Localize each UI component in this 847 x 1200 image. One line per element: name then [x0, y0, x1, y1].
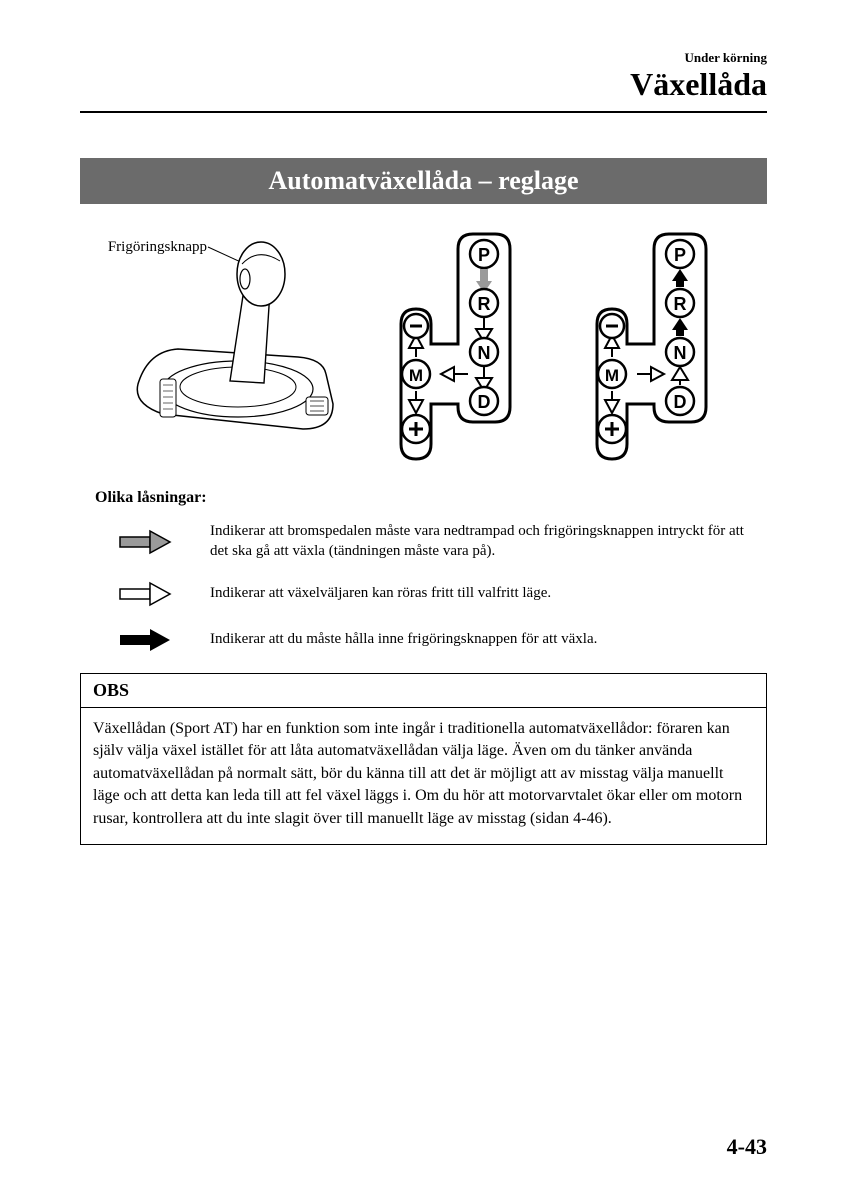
header-title: Växellåda [80, 66, 767, 103]
svg-text:D: D [674, 392, 687, 412]
lock-row-black: Indikerar att du måste hålla inne frigör… [80, 627, 767, 653]
header-section: Under körning [80, 50, 767, 66]
lock-text: Indikerar att växelväljaren kan röras fr… [180, 584, 571, 604]
gear-pattern-down: P R N D M [383, 229, 543, 469]
shifter-diagram: Frigöringsknapp [108, 229, 348, 449]
svg-text:N: N [674, 343, 687, 363]
lock-text: Indikerar att bromspedalen måste vara ne… [180, 522, 767, 561]
obs-title: OBS [81, 674, 766, 708]
gear-pattern-up: P R N D M [579, 229, 739, 469]
page-number: 4-43 [727, 1134, 767, 1160]
lock-row-gray: Indikerar att bromspedalen måste vara ne… [80, 522, 767, 561]
locks-heading: Olika låsningar: [95, 489, 767, 507]
section-banner: Automatväxellåda – reglage [80, 158, 767, 204]
svg-text:R: R [674, 294, 687, 314]
obs-box: OBS Växellådan (Sport AT) har en funktio… [80, 673, 767, 845]
diagram-row: Frigöringsknapp [80, 229, 767, 469]
gear-r: R [478, 294, 491, 314]
arrow-white-icon [110, 581, 180, 607]
shifter-icon [108, 229, 348, 449]
gear-n: N [478, 343, 491, 363]
gear-m: M [409, 366, 423, 385]
shifter-label: Frigöringsknapp [108, 239, 207, 256]
lock-text: Indikerar att du måste hålla inne frigör… [180, 630, 617, 650]
gear-d: D [478, 392, 491, 412]
svg-text:M: M [605, 366, 619, 385]
arrow-black-icon [110, 627, 180, 653]
svg-text:P: P [674, 245, 686, 265]
page-header: Under körning Växellåda [80, 50, 767, 103]
gear-p: P [478, 245, 490, 265]
arrow-gray-icon [110, 529, 180, 555]
obs-body: Växellådan (Sport AT) har en funktion so… [81, 708, 766, 844]
header-rule [80, 111, 767, 113]
lock-row-white: Indikerar att växelväljaren kan röras fr… [80, 581, 767, 607]
